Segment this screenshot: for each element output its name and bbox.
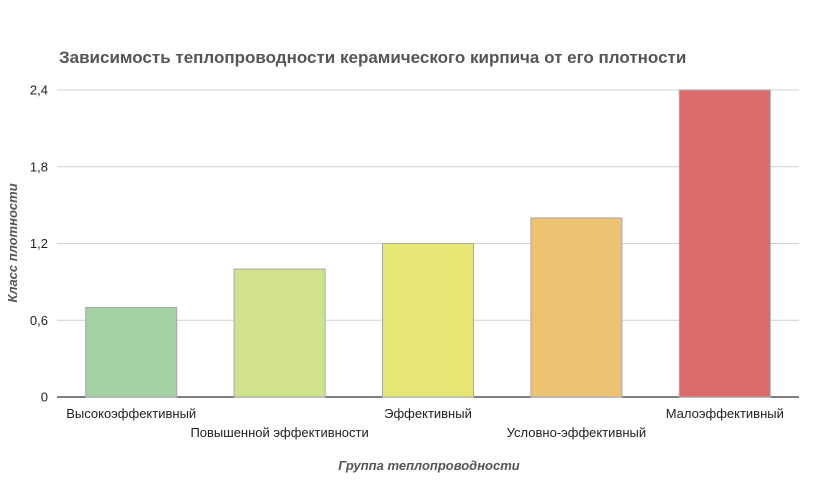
- bars: [85, 89, 771, 398]
- y-axis-title: Класс плотности: [5, 183, 20, 302]
- y-tick-label: 1,2: [30, 236, 48, 251]
- x-category-label: Эффективный: [384, 406, 472, 421]
- chart-title: Зависимость теплопроводности керамическо…: [59, 48, 687, 67]
- bar: [382, 243, 474, 398]
- bar: [530, 217, 623, 398]
- bar: [85, 306, 178, 398]
- y-tick-label: 0,6: [30, 313, 48, 328]
- y-tick-label: 0: [41, 390, 48, 405]
- x-axis-title: Группа теплопроводности: [338, 458, 520, 473]
- bar: [233, 268, 326, 398]
- x-category-label: Условно-эффективный: [507, 425, 647, 440]
- x-category-label: Повышенной эффективности: [190, 425, 368, 440]
- bar: [678, 89, 771, 398]
- y-tick-labels: 0 0,6 1,2 1,8 2,4: [30, 83, 48, 405]
- x-category-labels: Высокоэффективный Повышенной эффективност…: [66, 406, 784, 440]
- x-category-label: Малоэффективный: [666, 406, 784, 421]
- y-tick-label: 1,8: [30, 159, 48, 174]
- y-tick-label: 2,4: [30, 83, 48, 98]
- x-category-label: Высокоэффективный: [66, 406, 196, 421]
